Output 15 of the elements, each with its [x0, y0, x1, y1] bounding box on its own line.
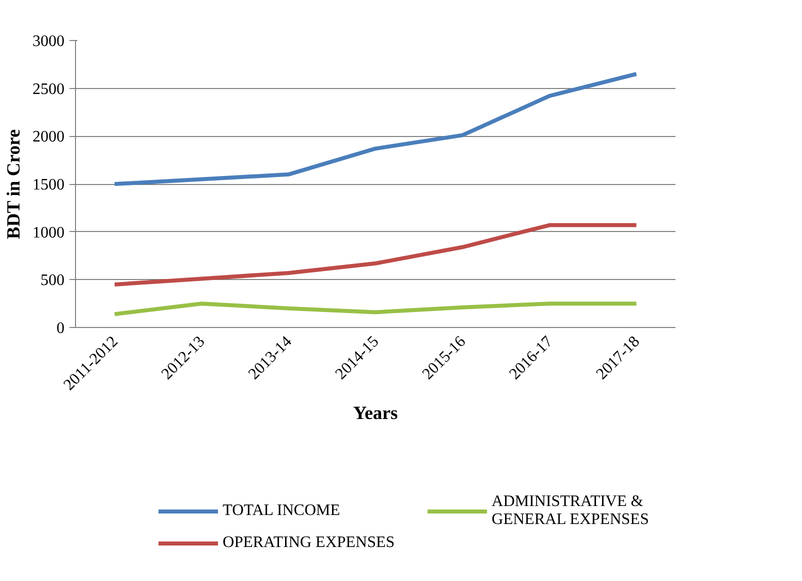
line-series	[112, 302, 638, 316]
y-tick-label: 3000	[32, 33, 64, 50]
legend-label: OPERATING EXPENSES	[222, 534, 396, 552]
y-axis-title: BDT in Crore	[4, 129, 24, 240]
legend-label: ADMINISTRATIVE & GENERAL EXPENSES	[492, 493, 650, 529]
y-tick-label: 0	[56, 320, 64, 337]
y-tick-label: 500	[40, 272, 64, 290]
y-tick-label: 1000	[32, 224, 64, 242]
legend-label: TOTAL INCOME	[222, 502, 342, 520]
y-tick-label: 2000	[32, 128, 64, 146]
y-tick-label: 2500	[32, 80, 64, 98]
line-series	[112, 72, 638, 186]
y-tick-label: 1500	[32, 176, 64, 194]
line-series	[112, 223, 638, 286]
x-axis-title: Years	[353, 402, 398, 424]
